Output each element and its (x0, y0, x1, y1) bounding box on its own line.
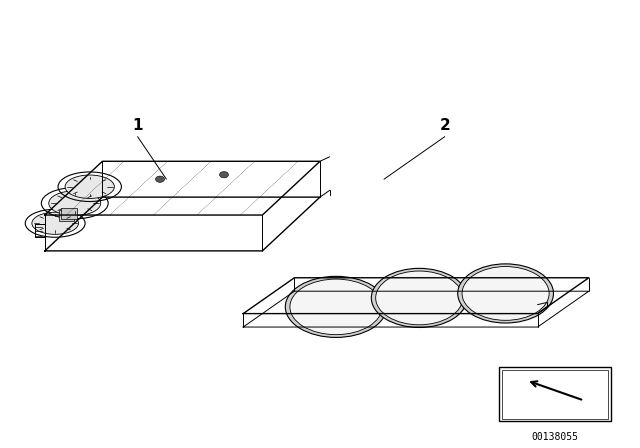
FancyBboxPatch shape (59, 210, 74, 221)
Ellipse shape (462, 267, 549, 320)
Ellipse shape (285, 276, 387, 337)
Text: 1: 1 (132, 118, 143, 133)
Text: 00138055: 00138055 (532, 432, 579, 442)
Ellipse shape (458, 264, 554, 323)
Ellipse shape (65, 175, 115, 198)
Circle shape (220, 172, 228, 178)
Ellipse shape (371, 268, 467, 327)
Text: 2: 2 (440, 118, 450, 133)
Ellipse shape (290, 279, 382, 335)
FancyBboxPatch shape (61, 208, 77, 219)
Bar (502, 370, 608, 419)
Circle shape (156, 176, 164, 182)
Ellipse shape (32, 212, 79, 234)
Ellipse shape (49, 191, 100, 215)
Bar (499, 367, 611, 421)
Ellipse shape (376, 271, 463, 325)
